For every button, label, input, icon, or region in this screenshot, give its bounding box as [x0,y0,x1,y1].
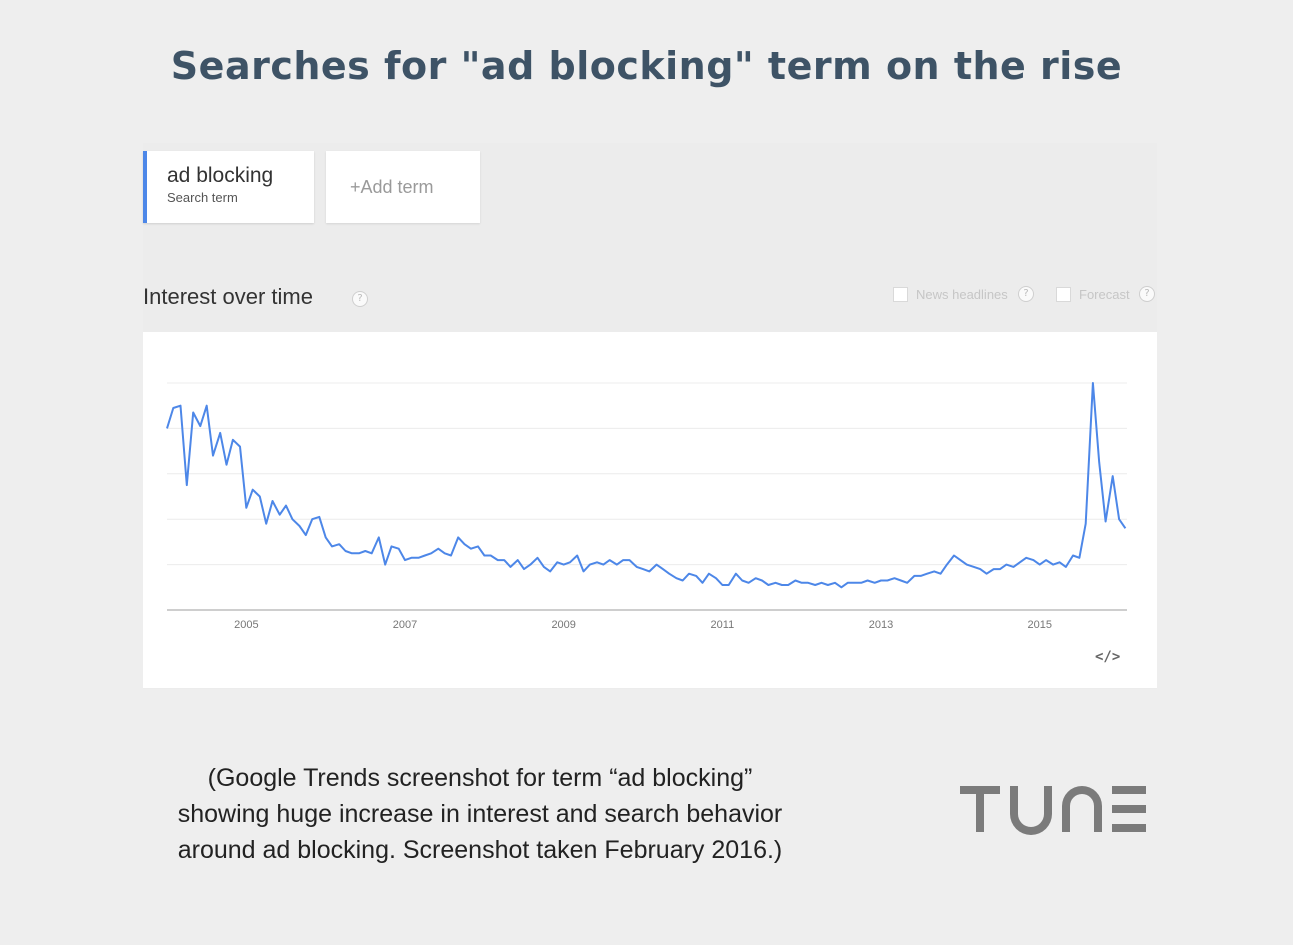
search-term-name: ad blocking [167,164,274,187]
add-term-label: +Add term [350,177,434,197]
embed-code-icon[interactable]: </> [1095,649,1121,665]
caption-line: (Google Trends screenshot for term “ad b… [207,764,753,792]
news-headlines-checkbox[interactable] [893,287,908,302]
forecast-checkbox[interactable] [1056,287,1071,302]
search-term-type: Search term [167,190,238,205]
x-tick-label: 2009 [551,619,575,631]
interest-over-time-title: Interest over time [143,284,313,309]
x-tick-label: 2011 [711,619,735,631]
caption-line: around ad blocking. Screenshot taken Feb… [177,836,783,864]
forecast-label: Forecast [1079,287,1130,302]
news-headlines-label: News headlines [916,287,1008,302]
tune-logo-mark [960,786,1146,835]
x-tick-label: 2015 [1027,619,1051,631]
x-tick-label: 2007 [393,619,417,631]
x-tick-label: 2005 [234,619,258,631]
caption: (Google Trends screenshot for term “ad b… [130,760,830,868]
add-term-button[interactable]: +Add term [326,151,480,223]
forecast-help-icon[interactable]: ? [1139,286,1155,302]
search-term-card[interactable]: ad blocking Search term [143,151,314,223]
caption-line: showing huge increase in interest and se… [177,800,783,828]
news-headlines-help-icon[interactable]: ? [1018,286,1034,302]
interest-chart-card: 2005 2007 2009 2011 2013 2015 </> [143,332,1157,688]
page-headline: Searches for "ad blocking" term on the r… [170,44,1123,88]
interest-line-chart: 2005 2007 2009 2011 2013 2015 [166,382,1127,631]
x-tick-label: 2013 [869,619,893,631]
interest-help-icon[interactable]: ? [352,291,368,307]
tune-logo [960,786,1146,835]
interest-series-line [166,382,1127,589]
